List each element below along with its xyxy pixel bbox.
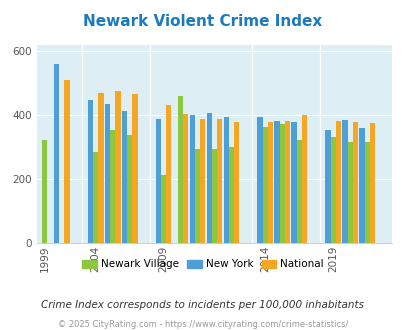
Bar <box>217 119 222 243</box>
Legend: Newark Village, New York, National: Newark Village, New York, National <box>78 255 327 274</box>
Bar <box>206 113 211 243</box>
Bar <box>87 100 93 243</box>
Bar <box>352 122 357 243</box>
Bar <box>127 135 132 243</box>
Bar <box>132 94 137 243</box>
Text: © 2025 CityRating.com - https://www.cityrating.com/crime-statistics/: © 2025 CityRating.com - https://www.city… <box>58 319 347 329</box>
Bar <box>291 122 296 243</box>
Bar <box>228 147 234 243</box>
Bar <box>262 127 267 243</box>
Bar <box>200 119 205 243</box>
Bar <box>279 124 284 243</box>
Bar <box>223 117 228 243</box>
Bar <box>42 140 47 243</box>
Text: Crime Index corresponds to incidents per 100,000 inhabitants: Crime Index corresponds to incidents per… <box>41 300 364 310</box>
Bar <box>301 115 307 243</box>
Bar <box>369 123 374 243</box>
Bar <box>358 128 364 243</box>
Bar <box>267 122 273 243</box>
Bar <box>335 121 340 243</box>
Bar <box>166 105 171 243</box>
Bar <box>194 149 200 243</box>
Bar <box>98 93 103 243</box>
Bar <box>64 80 69 243</box>
Bar <box>234 121 239 243</box>
Bar <box>330 137 335 243</box>
Bar <box>296 140 301 243</box>
Bar <box>115 91 120 243</box>
Bar <box>160 176 166 243</box>
Bar <box>122 111 127 243</box>
Bar <box>341 119 347 243</box>
Bar <box>211 149 217 243</box>
Bar <box>54 64 59 243</box>
Bar <box>364 142 369 243</box>
Bar <box>284 121 290 243</box>
Bar <box>104 104 110 243</box>
Bar <box>155 119 160 243</box>
Bar <box>177 96 183 243</box>
Bar <box>183 114 188 243</box>
Bar <box>324 130 330 243</box>
Bar <box>257 117 262 243</box>
Bar <box>110 130 115 243</box>
Bar <box>347 142 352 243</box>
Bar <box>93 152 98 243</box>
Bar <box>189 115 194 243</box>
Bar <box>274 120 279 243</box>
Text: Newark Violent Crime Index: Newark Violent Crime Index <box>83 14 322 29</box>
